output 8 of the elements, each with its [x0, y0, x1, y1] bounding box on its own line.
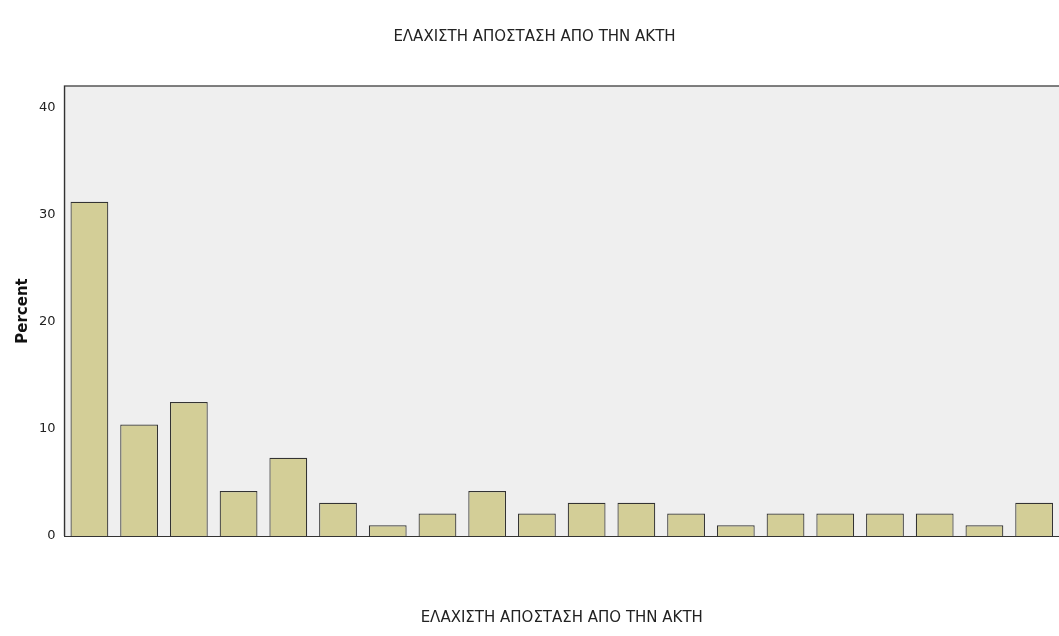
y-tick-label: 40 [39, 98, 56, 114]
chart-title: ΕΛΑΧΙΣΤΗ ΑΠΟΣΤΑΣΗ ΑΠΟ ΤΗΝ ΑΚΤΗ [393, 26, 676, 45]
y-tick-label: 20 [39, 313, 56, 329]
x-axis-title: ΕΛΑΧΙΣΤΗ ΑΠΟΣΤΑΣΗ ΑΠΟ ΤΗΝ ΑΚΤΗ [420, 607, 703, 626]
y-axis-title: Percent [12, 278, 31, 344]
y-tick-label: 0 [47, 527, 56, 543]
y-tick-label: 10 [39, 420, 56, 436]
y-tick-label: 30 [39, 205, 56, 221]
